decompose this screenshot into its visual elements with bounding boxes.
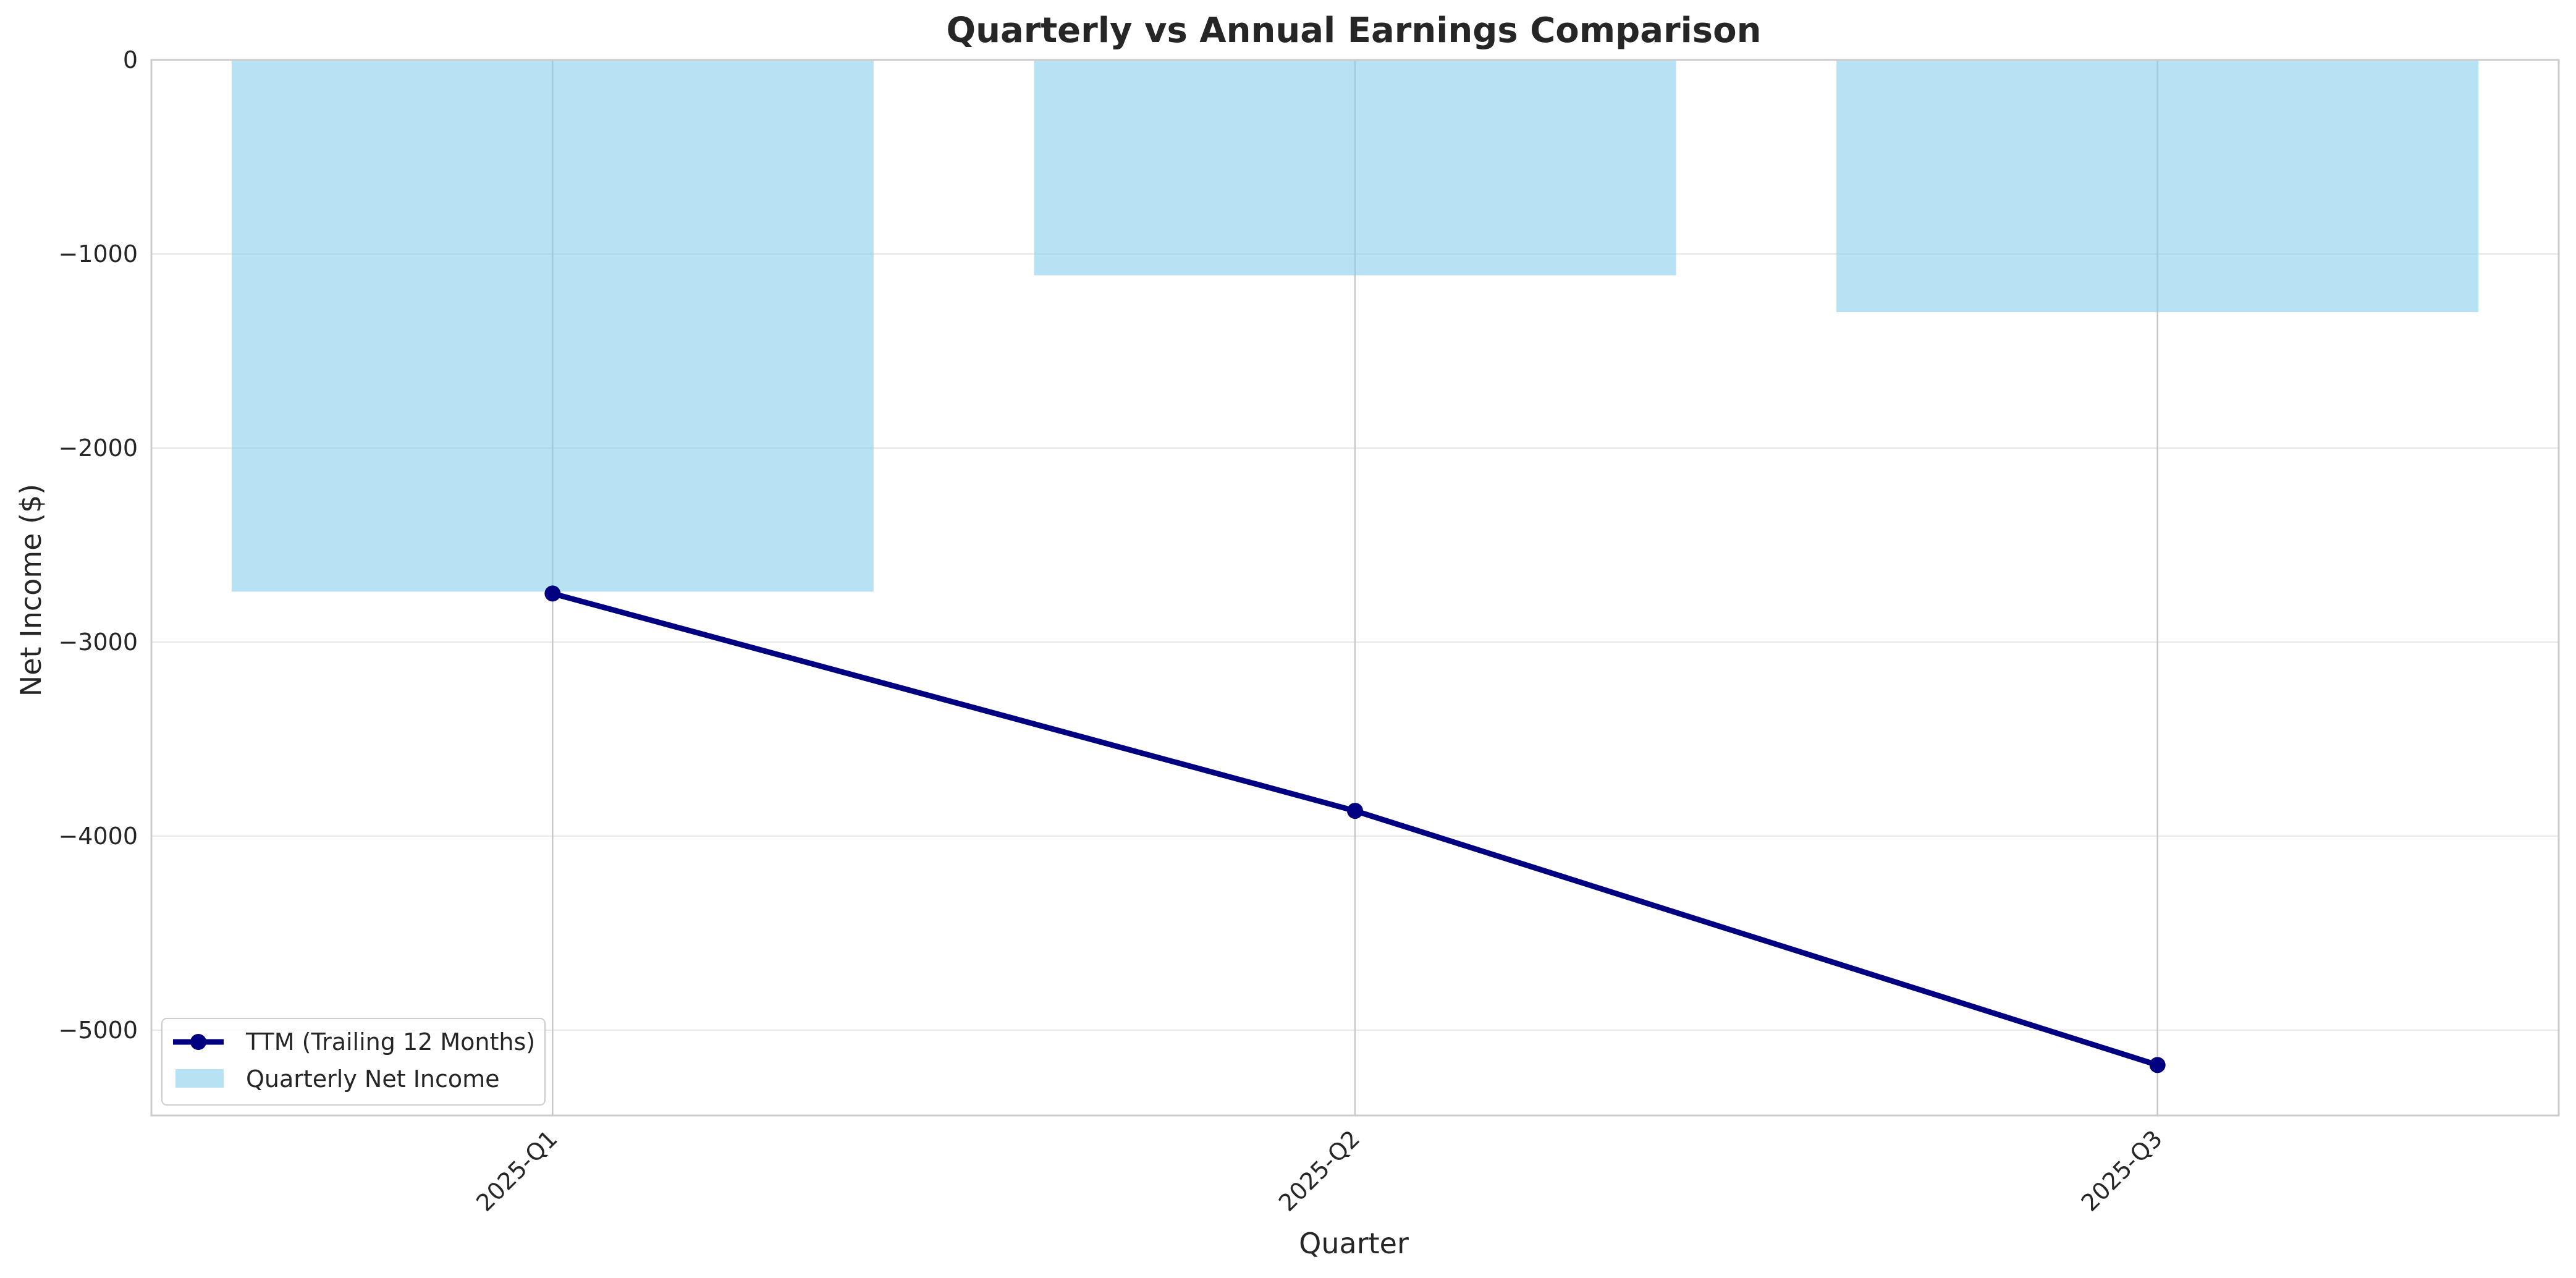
legend-label-quarterly: Quarterly Net Income bbox=[246, 1065, 500, 1093]
x-tick-label: 2025-Q1 bbox=[471, 1125, 562, 1216]
legend: TTM (Trailing 12 Months) Quarterly Net I… bbox=[161, 1018, 546, 1106]
bar-quarterly-net-income bbox=[1034, 60, 1676, 276]
bar-quarterly-net-income bbox=[1836, 60, 2479, 313]
ttm-point bbox=[1347, 803, 1363, 819]
bar-quarterly-net-income bbox=[231, 60, 874, 592]
legend-marker-ttm bbox=[190, 1034, 206, 1050]
y-tick-label: −2000 bbox=[58, 434, 138, 462]
x-axis-label: Quarter bbox=[1299, 1227, 1409, 1260]
legend-swatch-quarterly bbox=[175, 1069, 224, 1088]
x-tick-label: 2025-Q2 bbox=[1273, 1125, 1365, 1216]
y-tick-label: −1000 bbox=[58, 240, 138, 268]
plot-frame bbox=[150, 59, 2560, 1117]
legend-label-ttm: TTM (Trailing 12 Months) bbox=[245, 1028, 535, 1056]
ttm-line-group bbox=[544, 585, 2166, 1073]
y-tick-label: −3000 bbox=[58, 628, 138, 656]
legend-frame bbox=[161, 1018, 546, 1106]
axes bbox=[150, 59, 2560, 1117]
y-tick-label: −5000 bbox=[58, 1017, 138, 1044]
y-tick-label: 0 bbox=[123, 46, 138, 74]
ttm-point bbox=[2149, 1057, 2166, 1073]
ttm-point bbox=[544, 585, 561, 602]
y-tick-label: −4000 bbox=[58, 823, 138, 850]
y-axis-label: Net Income ($) bbox=[14, 484, 48, 696]
bars bbox=[231, 60, 2479, 592]
x-tick-label: 2025-Q3 bbox=[2076, 1125, 2168, 1216]
chart-title: Quarterly vs Annual Earnings Comparison bbox=[947, 11, 1762, 51]
